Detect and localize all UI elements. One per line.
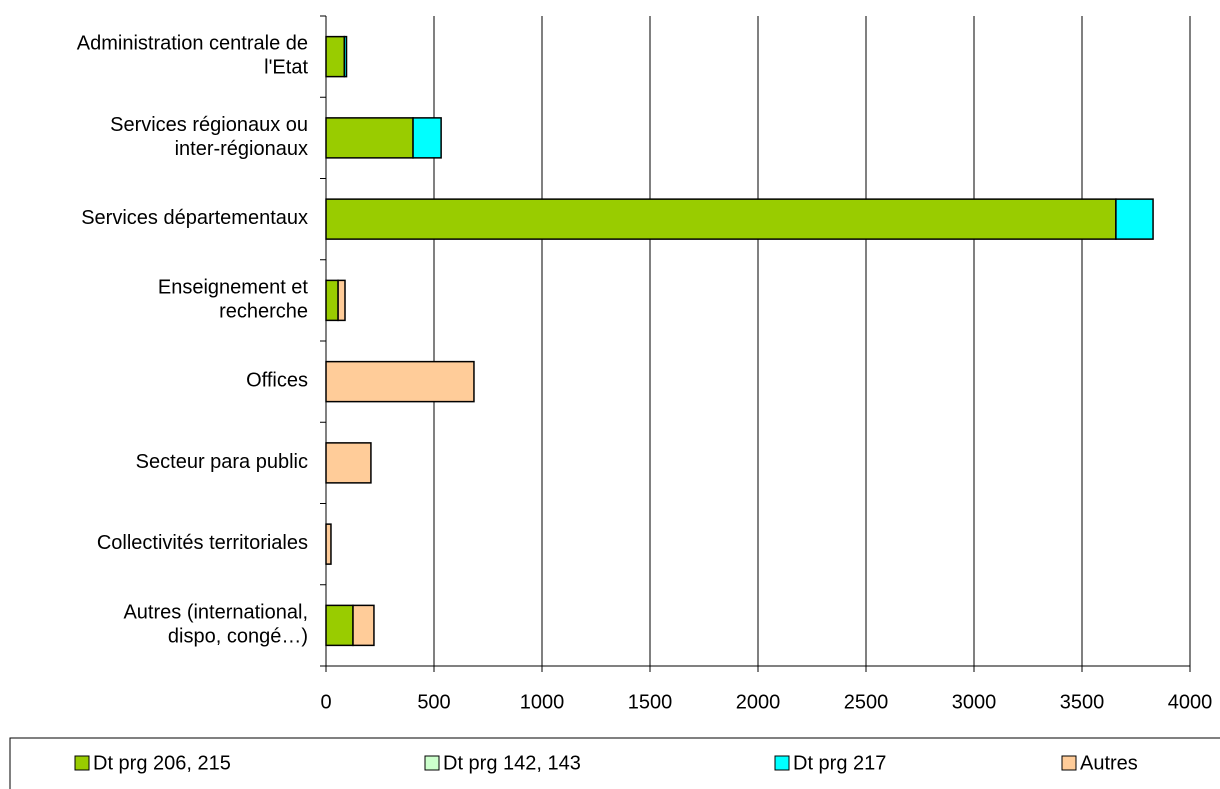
bar-segment [325, 198, 1117, 240]
y-tick-label: Administration centrale de l'Etat [77, 33, 309, 79]
bar-segment [1115, 198, 1154, 240]
bar-segment [352, 604, 375, 647]
x-tick-label: 500 [417, 691, 450, 713]
bar-segment [325, 279, 339, 322]
x-tick-label: 3500 [1060, 691, 1105, 713]
bar-segment [325, 604, 354, 647]
bar-segment [325, 117, 414, 159]
y-tick-label: Services régionaux ou inter-régionaux [110, 114, 308, 160]
legend-label: Autres [1080, 752, 1138, 774]
legend-label: Dt prg 142, 143 [443, 752, 581, 774]
x-tick-label: 1500 [628, 691, 673, 713]
bar-segment [325, 35, 346, 78]
x-tick-label: 1000 [520, 691, 565, 713]
legend-swatch [774, 755, 790, 771]
x-tick-label: 0 [320, 691, 331, 713]
legend-label: Dt prg 206, 215 [93, 752, 231, 774]
bar-segment [325, 442, 372, 484]
bar-segment [325, 523, 332, 565]
x-tick-label: 2000 [736, 691, 781, 713]
legend-swatch [74, 755, 90, 771]
bar-segment [343, 35, 348, 78]
legend-swatch [424, 755, 440, 771]
bar-segment [412, 117, 442, 159]
y-tick-label: Services départementaux [81, 207, 308, 229]
y-tick-label: Autres (international, dispo, congé…) [123, 602, 308, 648]
bar-segment [337, 279, 346, 322]
y-tick-label: Secteur para public [136, 451, 308, 473]
legend-box [9, 737, 1220, 789]
x-tick-label: 4000 [1168, 691, 1213, 713]
y-tick-label: Offices [246, 370, 308, 392]
y-tick-label: Enseignement et recherche [158, 277, 309, 323]
legend-label: Dt prg 217 [793, 752, 886, 774]
x-tick-label: 3000 [952, 691, 997, 713]
y-tick-label: Collectivités territoriales [97, 532, 308, 554]
x-tick-label: 2500 [844, 691, 889, 713]
legend-swatch [1061, 755, 1077, 771]
bar-segment [325, 360, 475, 403]
